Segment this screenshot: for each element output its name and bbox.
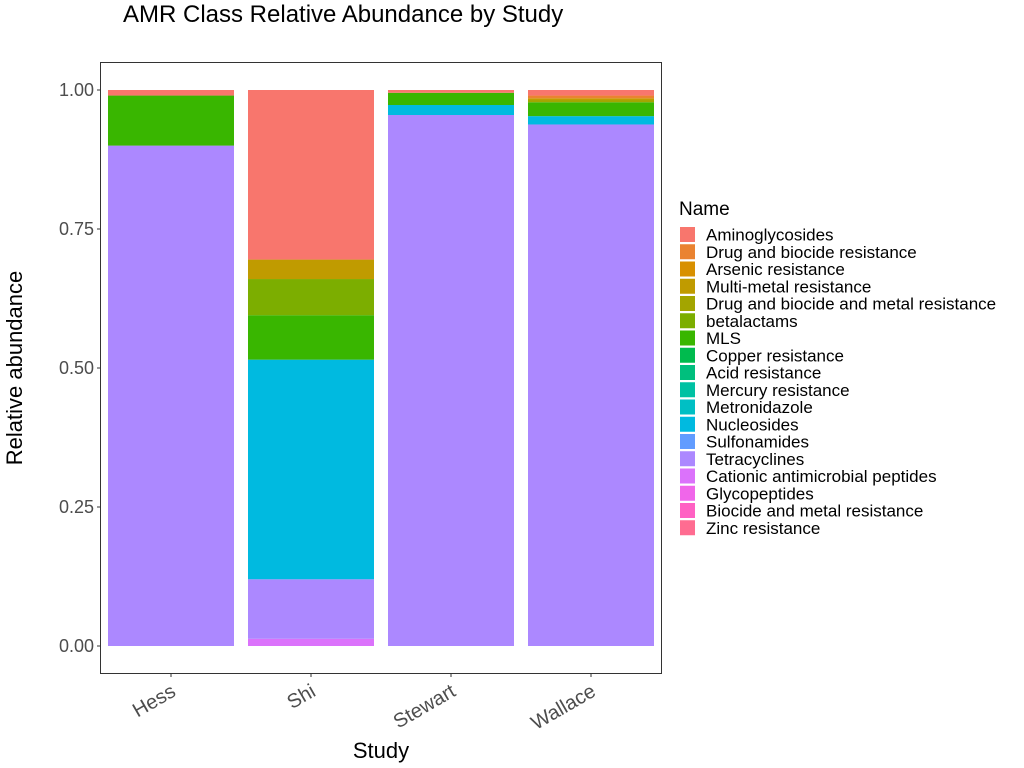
legend-key [680, 227, 695, 242]
legend-label: Tetracyclines [706, 450, 804, 469]
x-tick-label: Hess [129, 680, 179, 722]
bar-segment [388, 92, 514, 106]
legend-label: Nucleosides [706, 415, 799, 434]
legend-label: Aminoglycosides [706, 226, 834, 245]
bar-segment [528, 116, 654, 125]
legend-key [680, 503, 695, 518]
bar-segment [528, 95, 654, 99]
bar-segment [248, 259, 374, 280]
bar-segment [388, 115, 514, 646]
bars-group [108, 90, 654, 647]
bar-segment [248, 279, 374, 316]
legend-label: Zinc resistance [706, 519, 820, 538]
x-tick-label: Stewart [390, 680, 460, 733]
bar-segment [528, 124, 654, 647]
legend-key [680, 416, 695, 432]
legend-label: Biocide and metal resistance [706, 502, 923, 521]
y-tick-label: 1.00 [59, 80, 94, 100]
bar-segment [108, 90, 234, 96]
bar-segment [528, 100, 654, 103]
legend-label: MLS [706, 329, 741, 348]
legend-key [680, 520, 695, 536]
x-tick-label: Shi [283, 680, 319, 714]
bar-segment [388, 105, 514, 116]
bar-segment [248, 90, 374, 260]
y-tick-label: 0.00 [59, 636, 94, 656]
legend-key [680, 399, 695, 415]
x-axis: Hess Shi Stewart Wallace [129, 673, 600, 735]
legend-key [680, 347, 695, 363]
legend-key [680, 261, 695, 277]
bar-segment [248, 638, 374, 646]
bar-segment [248, 315, 374, 360]
bar-segment [528, 98, 654, 101]
legend-label: Copper resistance [706, 346, 844, 365]
y-axis: 0.00 0.25 0.50 0.75 1.00 [59, 80, 101, 656]
legend-key [680, 330, 695, 346]
bar-segment [388, 90, 514, 93]
legend-key [680, 244, 695, 260]
legend-label: Metronidazole [706, 398, 813, 417]
bar-segment [528, 90, 654, 96]
legend-key [680, 434, 695, 449]
legend-label: Acid resistance [706, 364, 821, 383]
legend-key [680, 278, 695, 294]
legend-title: Name [679, 199, 730, 220]
legend-label: Drug and biocide and metal resistance [706, 295, 996, 314]
y-tick-label: 0.50 [59, 358, 94, 378]
y-axis-title: Relative abundance [2, 271, 27, 465]
legend-key [680, 485, 695, 501]
x-tick-label: Wallace [528, 680, 600, 734]
legend-label: Drug and biocide resistance [706, 243, 917, 262]
x-axis-title: Study [353, 738, 409, 763]
legend-label: Cationic antimicrobial peptides [706, 467, 937, 486]
y-tick-label: 0.25 [59, 497, 94, 517]
bar-segment [108, 145, 234, 646]
legend-label: Multi-metal resistance [706, 277, 871, 296]
y-tick-label: 0.75 [59, 219, 94, 239]
chart-title: AMR Class Relative Abundance by Study [123, 1, 563, 28]
legend-key [680, 313, 695, 329]
legend-label: betalactams [706, 312, 798, 331]
bar-segment [248, 359, 374, 580]
legend-label: Sulfonamides [706, 433, 809, 452]
legend-key [680, 468, 695, 484]
legend-key [680, 296, 695, 311]
legend-label: Arsenic resistance [706, 260, 845, 279]
legend-key [680, 365, 695, 380]
legend-label: Mercury resistance [706, 381, 850, 400]
bar-segment [528, 102, 654, 117]
bar-segment [108, 95, 234, 146]
legend-key [680, 382, 695, 398]
legend-label: Glycopeptides [706, 484, 814, 503]
legend-key [680, 451, 695, 467]
bar-segment [248, 579, 374, 639]
